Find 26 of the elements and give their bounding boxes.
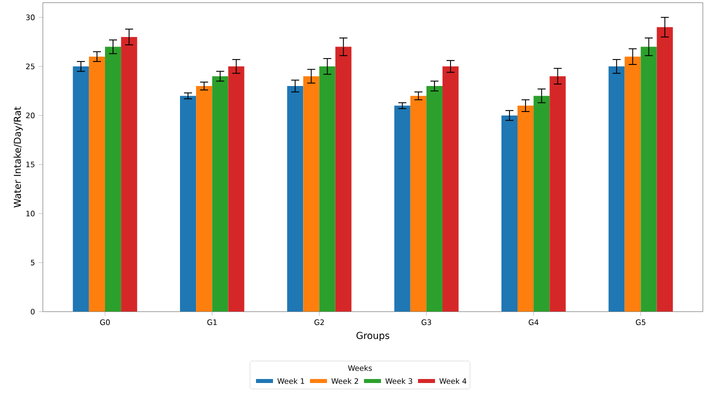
bar	[319, 66, 336, 312]
bar	[228, 66, 244, 312]
bar	[335, 46, 352, 312]
bar	[303, 76, 320, 312]
bar	[640, 46, 657, 312]
bar	[501, 115, 518, 312]
bar	[656, 27, 673, 312]
y-axis-title: Water Intake/Day/Rat	[14, 106, 23, 208]
x-axis-title: Groups	[356, 332, 390, 341]
bar	[287, 86, 304, 312]
bar	[394, 106, 410, 312]
bar	[121, 36, 138, 312]
bar	[196, 86, 212, 312]
bar	[550, 76, 566, 312]
bar	[518, 106, 534, 312]
bar	[212, 76, 228, 312]
bar	[410, 96, 426, 312]
bar	[442, 66, 459, 312]
bar	[180, 96, 196, 312]
bar	[624, 56, 641, 312]
bar	[534, 96, 550, 312]
bar	[608, 66, 625, 312]
bar	[88, 56, 106, 312]
bar	[105, 46, 122, 312]
bar	[426, 86, 443, 312]
bar	[72, 66, 89, 312]
